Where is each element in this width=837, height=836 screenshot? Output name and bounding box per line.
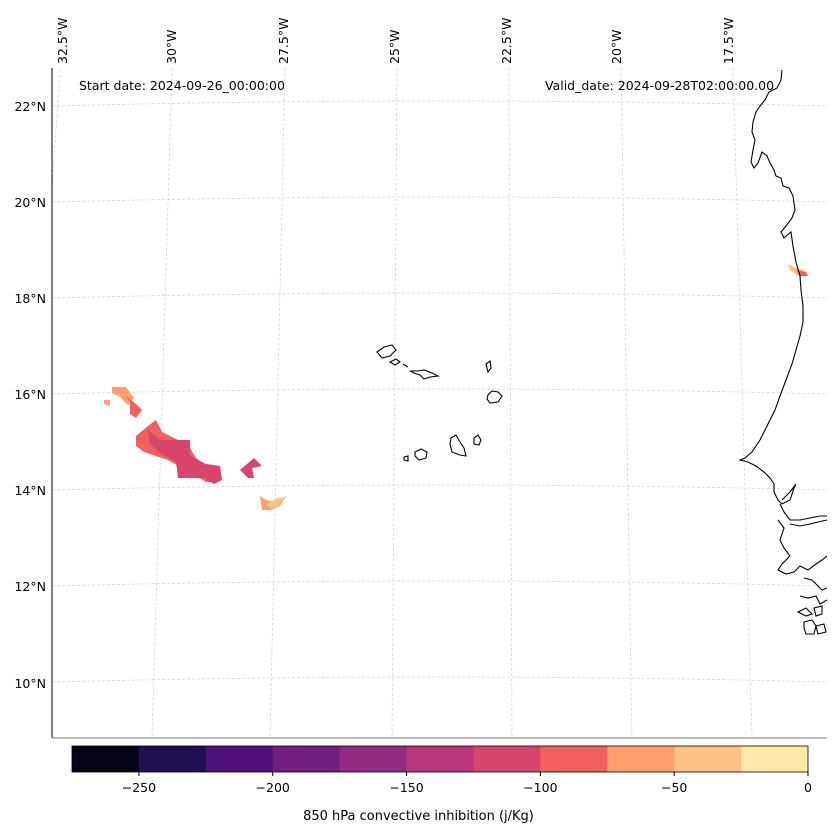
coast-mauritania-senegal [738, 69, 804, 505]
colorbar-tick-label: −100 [523, 780, 557, 795]
map-frame [51, 68, 827, 739]
lat-label-18n: 18°N [14, 291, 46, 306]
meridian-30w [151, 67, 173, 739]
longitude-labels: 32.5°W 30°W 27.5°W 25°W 22.5°W 20°W 17.5… [55, 18, 736, 64]
start-date-label: Start date: 2024-09-26_00:00:00 [79, 78, 285, 93]
lon-label-30w: 30°W [164, 29, 179, 64]
island-santo-antao [376, 344, 397, 359]
colorbar: −250 −200 −150 −100 −50 0 [71, 745, 812, 795]
lat-label-14n: 14°N [14, 483, 46, 498]
coast-bissagos-4 [815, 623, 827, 635]
parallel-16n [51, 388, 828, 395]
colorbar-segment [205, 746, 274, 772]
colorbar-segment [138, 746, 207, 772]
lon-label-20w: 20°W [609, 29, 624, 64]
lat-label-16n: 16°N [14, 387, 46, 402]
cin-patch-core [148, 430, 222, 484]
cape-verde-islands [376, 344, 503, 462]
cin-patch-small [104, 400, 110, 406]
parallel-22n [51, 100, 828, 107]
graticule [51, 67, 828, 739]
parallel-20n [51, 196, 828, 203]
colorbar-label: 850 hPa convective inhibition (j/Kg) [303, 809, 534, 824]
colorbar-tick-label: −250 [122, 780, 156, 795]
coast-gambia [779, 503, 827, 521]
island-santiago [449, 434, 467, 457]
parallel-14n [51, 484, 828, 491]
valid-date-label: Valid_date: 2024-09-28T02:00:00.00 [545, 78, 775, 93]
meridian-27-5w [269, 67, 286, 739]
colorbar-frame [71, 745, 809, 773]
colorbar-tick-label: −150 [389, 780, 423, 795]
meridian-17-5w [732, 67, 753, 739]
lon-label-17-5w: 17.5°W [721, 18, 736, 64]
island-maio [473, 434, 482, 446]
meridian-32-5w [51, 69, 61, 191]
parallel-12n [51, 580, 828, 587]
lon-label-25w: 25°W [387, 29, 402, 64]
parallel-10n [51, 676, 828, 683]
colorbar-segments [72, 746, 809, 772]
coast-bissagos-1 [796, 607, 814, 617]
lat-label-12n: 12°N [14, 579, 46, 594]
island-sal [485, 360, 492, 374]
coast-guinea [799, 595, 828, 605]
island-santa-luzia [402, 363, 409, 368]
colorbar-segment [674, 746, 742, 772]
colorbar-segment [741, 746, 809, 772]
colorbar-tick-label: −50 [661, 780, 687, 795]
parallel-18n [51, 292, 828, 299]
lat-label-20n: 20°N [14, 195, 46, 210]
colorbar-segment [406, 746, 474, 772]
colorbar-segment [72, 746, 140, 772]
island-fogo [414, 448, 428, 461]
colorbar-segment [272, 746, 341, 772]
cin-patch-south-light [266, 498, 284, 508]
lon-label-32-5w: 32.5°W [55, 18, 70, 64]
colorbar-segment [473, 746, 541, 772]
island-sao-vicente [388, 358, 401, 366]
meridian-20w [620, 67, 633, 739]
meridian-25w [391, 67, 398, 739]
colorbar-tick-label: 0 [804, 780, 812, 795]
coast-guinea-bissau [777, 519, 828, 575]
colorbar-segment [540, 746, 608, 772]
meridian-22-5w [508, 67, 513, 739]
coast-gambia-south [789, 519, 828, 527]
island-boa-vista [486, 390, 503, 404]
colorbar-segment [607, 746, 675, 772]
cin-patch-north-b [126, 396, 142, 418]
coast-bissau-south [803, 577, 828, 591]
island-sao-nicolau [409, 369, 440, 380]
lon-label-27-5w: 27.5°W [276, 18, 291, 64]
island-brava [403, 455, 409, 462]
latitude-labels: 22°N 20°N 18°N 16°N 14°N 12°N 10°N [14, 99, 46, 691]
lat-label-22n: 22°N [14, 99, 46, 114]
lat-label-10n: 10°N [14, 676, 46, 691]
cin-patch-east [240, 458, 262, 478]
lon-label-22-5w: 22.5°W [499, 18, 514, 64]
coast-bissagos-2 [813, 605, 823, 617]
colorbar-segment [339, 746, 408, 772]
coast-bissagos-3 [803, 619, 817, 635]
cin-patch-north [112, 387, 134, 405]
cin-shading [104, 264, 808, 510]
african-coastline [738, 69, 828, 635]
colorbar-tick-label: −200 [256, 780, 290, 795]
colorbar-ticks: −250 −200 −150 −100 −50 0 [122, 772, 812, 795]
